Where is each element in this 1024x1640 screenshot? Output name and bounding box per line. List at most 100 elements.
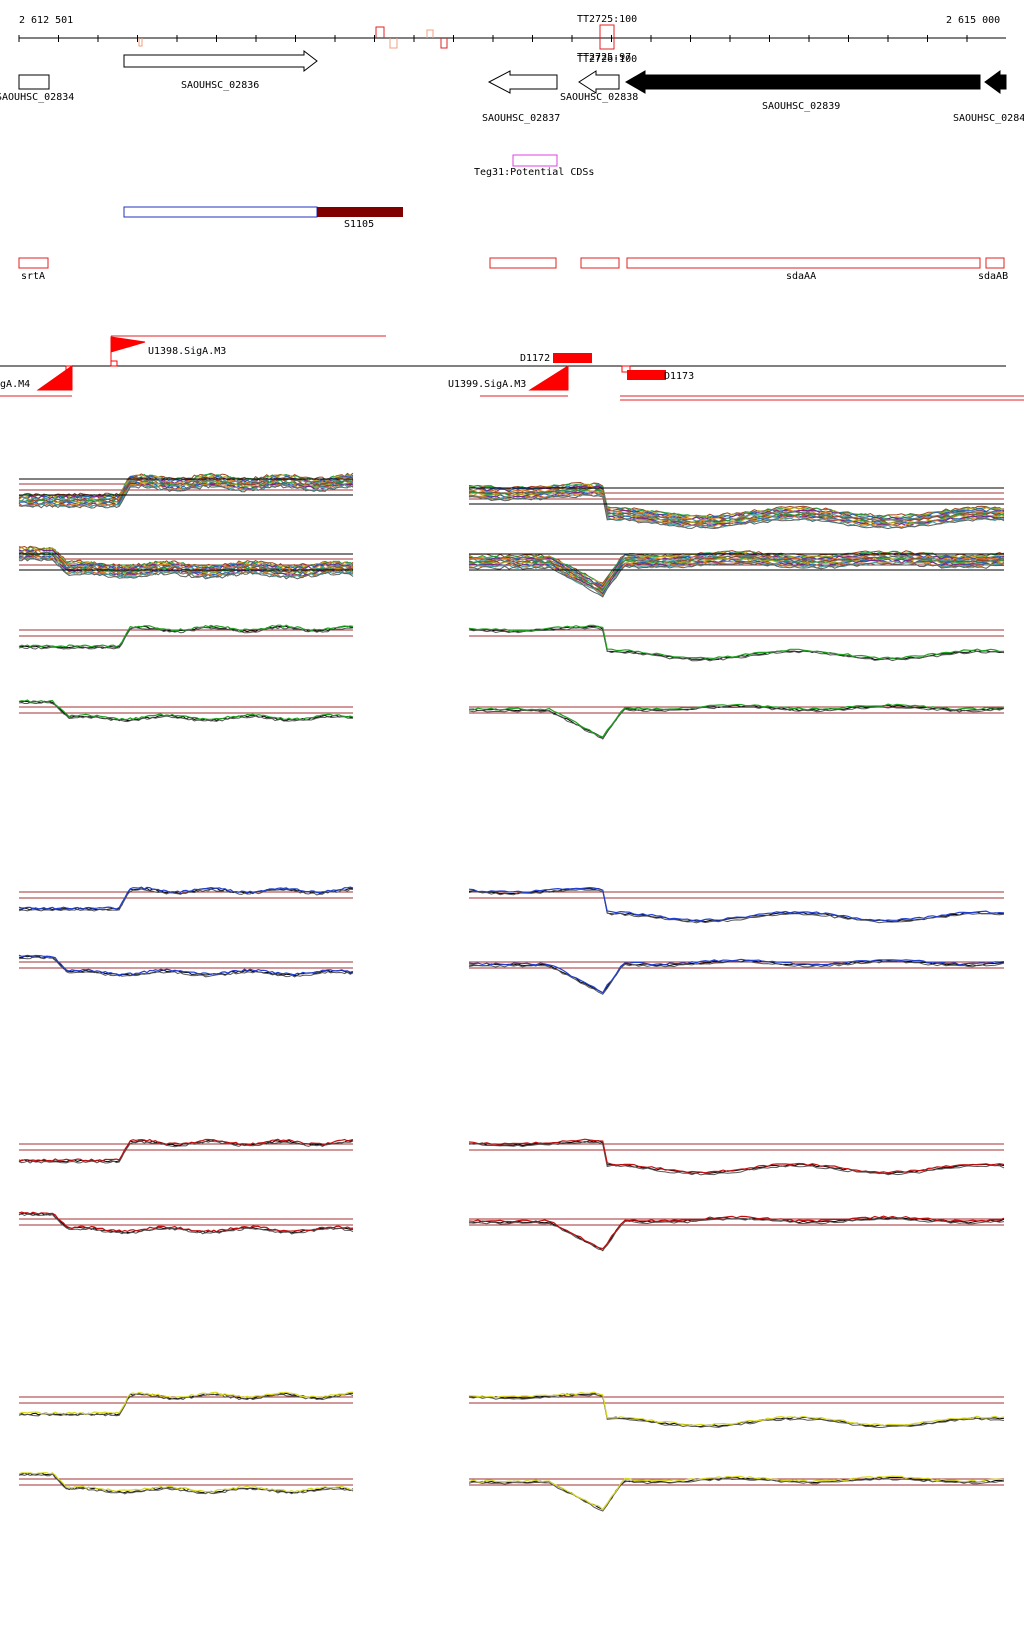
profile-trace: [468, 1477, 1005, 1512]
promoter-label: SigA.M4: [0, 379, 30, 390]
profile-panel: [18, 624, 354, 650]
profile-panel: [468, 1138, 1005, 1176]
profile-panel: [468, 550, 1005, 598]
profile-panel: [18, 1391, 354, 1417]
profile-trace: [468, 706, 1005, 740]
operon-box[interactable]: [580, 257, 620, 269]
profile-trace: [18, 1391, 354, 1415]
profile-trace: [18, 484, 354, 509]
gene-arrow[interactable]: [18, 74, 50, 90]
profile-trace: [468, 492, 1005, 528]
gene-arrow[interactable]: [123, 49, 318, 73]
promoter-marker[interactable]: [528, 365, 569, 391]
profile-trace: [18, 1211, 354, 1233]
profile-trace: [468, 624, 1005, 660]
profile-trace: [468, 488, 1005, 524]
profile-panel: [18, 1472, 354, 1495]
operon-label: sdaAB: [978, 271, 1008, 282]
profile-trace: [18, 626, 354, 650]
potential-cds-box[interactable]: [512, 154, 558, 167]
profile-trace: [468, 626, 1005, 662]
coordinate-ruler: 2 612 501 2 615 000 TT2725:100 TT2725:97…: [18, 14, 1006, 65]
ruler-end-label: 2 615 000: [946, 15, 1000, 26]
gene-label: SAOUHSC_02836: [181, 80, 259, 91]
profile-trace: [468, 703, 1005, 738]
profile-trace: [468, 1217, 1005, 1251]
profile-panel: [468, 703, 1005, 740]
srna-outline[interactable]: [123, 206, 318, 218]
operon-box[interactable]: [489, 257, 557, 269]
profile-panel: [18, 1211, 354, 1235]
gene-arrow[interactable]: [578, 70, 620, 94]
profile-trace: [468, 1476, 1005, 1511]
promoter-label: U1398.SigA.M3: [148, 346, 226, 357]
profile-trace: [468, 625, 1005, 661]
gene-arrow[interactable]: [487, 70, 558, 94]
operon-box[interactable]: [985, 257, 1005, 269]
profile-trace: [18, 1138, 354, 1162]
srna-track: S1105: [123, 206, 403, 230]
profile-trace: [468, 1138, 1005, 1174]
profile-trace: [468, 1216, 1005, 1252]
profile-trace: [18, 1213, 354, 1235]
terminator-d1173[interactable]: [627, 370, 666, 380]
promoter-marker[interactable]: [110, 336, 146, 366]
profile-trace: [468, 958, 1005, 994]
profile-trace: [468, 1391, 1005, 1427]
profile-trace: [468, 960, 1005, 995]
gene-label: SAOUHSC_02837: [482, 113, 560, 124]
profile-panel: [468, 1215, 1005, 1252]
profile-panel: [18, 954, 354, 978]
terminator-box[interactable]: [599, 24, 615, 50]
ruler-ticks: [18, 35, 968, 42]
profile-trace: [18, 624, 354, 648]
profile-panel: [468, 481, 1005, 530]
profile-trace: [468, 888, 1005, 924]
promoter-marker[interactable]: [36, 365, 73, 391]
profile-trace: [468, 494, 1005, 530]
profile-trace: [18, 956, 354, 978]
operon-track: srtA sdaAA sdaAB: [18, 257, 1008, 282]
profile-trace: [468, 1215, 1005, 1250]
profile-trace: [18, 888, 354, 912]
operon-box[interactable]: [18, 257, 49, 269]
terminator-mark: [138, 38, 143, 47]
profile-panel: [468, 1475, 1005, 1512]
srna-fill[interactable]: [317, 207, 403, 217]
profile-panel: [468, 1391, 1005, 1429]
gene-track: SAOUHSC_02834 SAOUHSC_02836 SAOUHSC_0283…: [0, 49, 1024, 124]
d1172-label: D1172: [520, 353, 550, 364]
terminator-d1172[interactable]: [553, 353, 592, 363]
profile-trace: [18, 954, 354, 976]
profile-trace: [18, 556, 354, 579]
profile-trace: [18, 699, 354, 721]
operon-label: sdaAA: [786, 271, 816, 282]
operon-label: srtA: [21, 271, 45, 282]
gene-label: SAOUHSC_02840: [953, 113, 1024, 124]
profile-trace: [468, 561, 1004, 598]
profile-trace: [468, 1475, 1005, 1511]
profile-trace: [18, 478, 354, 503]
terminator-mark: [440, 38, 448, 49]
terminator-mark: [426, 29, 434, 38]
terminator-mark: [389, 38, 398, 49]
profile-trace: [469, 553, 1005, 589]
gene-label: SAOUHSC_02834: [0, 92, 74, 103]
profile-trace: [18, 1393, 354, 1417]
ruler-start-label: 2 612 501: [19, 15, 73, 26]
operon-box[interactable]: [626, 257, 981, 269]
profile-trace: [18, 549, 354, 571]
gene-arrow[interactable]: [625, 70, 981, 94]
potential-cds-track: Teg31:Potential CDSs: [474, 154, 594, 178]
terminator-label-1: TT2725:100: [577, 14, 637, 25]
promoter-track: U1398.SigA.M3 SigA.M4 U1399.SigA.M3 D117…: [0, 335, 1024, 401]
profile-trace: [18, 545, 354, 568]
gene-arrow[interactable]: [984, 70, 1007, 94]
gene-label: SAOUHSC_02839: [762, 101, 840, 112]
terminator-mark: [375, 26, 385, 38]
profile-trace: [18, 557, 354, 580]
profile-panel: [18, 545, 354, 580]
srna-label: S1105: [344, 219, 374, 230]
profile-trace: [18, 1472, 354, 1493]
